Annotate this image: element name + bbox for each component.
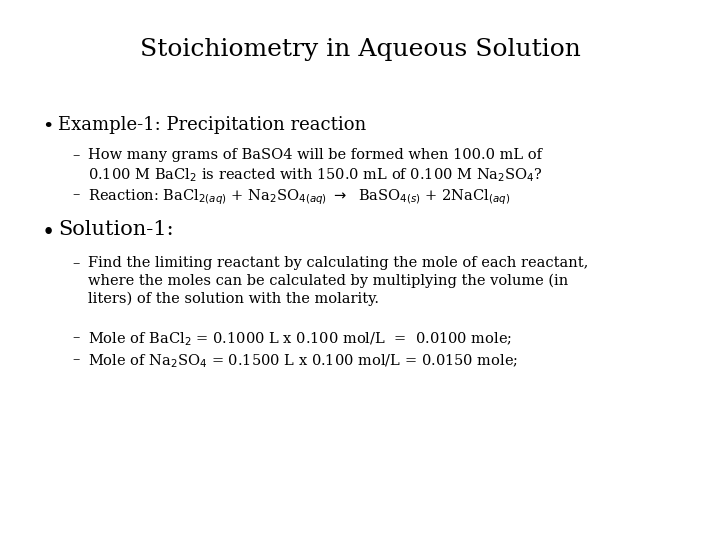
Text: Example-1: Precipitation reaction: Example-1: Precipitation reaction bbox=[58, 116, 366, 134]
Text: •: • bbox=[42, 118, 53, 136]
Text: –: – bbox=[72, 256, 79, 270]
Text: liters) of the solution with the molarity.: liters) of the solution with the molarit… bbox=[88, 292, 379, 306]
Text: Solution-1:: Solution-1: bbox=[58, 220, 174, 239]
Text: –: – bbox=[72, 187, 79, 201]
Text: –: – bbox=[72, 352, 79, 366]
Text: How many grams of BaSO4 will be formed when 100.0 mL of: How many grams of BaSO4 will be formed w… bbox=[88, 148, 542, 162]
Text: –: – bbox=[72, 330, 79, 344]
Text: Mole of Na$_2$SO$_4$ = 0.1500 L x 0.100 mol/L = 0.0150 mole;: Mole of Na$_2$SO$_4$ = 0.1500 L x 0.100 … bbox=[88, 352, 518, 370]
Text: where the moles can be calculated by multiplying the volume (in: where the moles can be calculated by mul… bbox=[88, 274, 568, 288]
Text: 0.100 M BaCl$_2$ is reacted with 150.0 mL of 0.100 M Na$_2$SO$_4$?: 0.100 M BaCl$_2$ is reacted with 150.0 m… bbox=[88, 166, 543, 184]
Text: Stoichiometry in Aqueous Solution: Stoichiometry in Aqueous Solution bbox=[140, 38, 580, 61]
Text: Mole of BaCl$_2$ = 0.1000 L x 0.100 mol/L  =  0.0100 mole;: Mole of BaCl$_2$ = 0.1000 L x 0.100 mol/… bbox=[88, 330, 512, 348]
Text: •: • bbox=[42, 222, 55, 244]
Text: –: – bbox=[72, 148, 79, 162]
Text: Reaction: BaCl$_{2(aq)}$ + Na$_2$SO$_{4(aq)}$ $\rightarrow$  BaSO$_{4(s)}$ + 2Na: Reaction: BaCl$_{2(aq)}$ + Na$_2$SO$_{4(… bbox=[88, 187, 510, 207]
Text: Find the limiting reactant by calculating the mole of each reactant,: Find the limiting reactant by calculatin… bbox=[88, 256, 588, 270]
